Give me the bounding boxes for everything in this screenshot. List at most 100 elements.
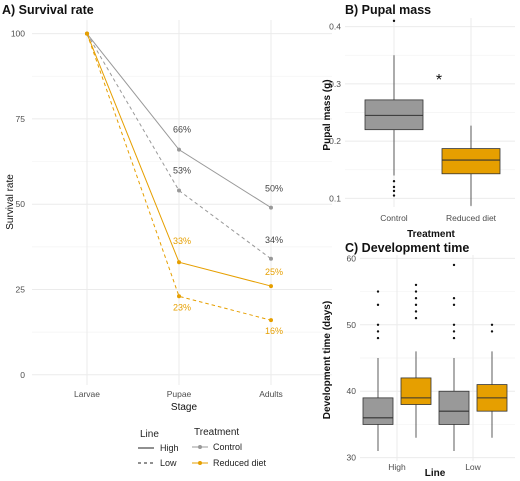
data-label: 16% (265, 326, 283, 336)
panel-c-x-label: Line (425, 468, 446, 479)
data-label: 33% (173, 236, 191, 246)
y-tick-label: 0.1 (329, 193, 341, 203)
data-point (177, 188, 181, 193)
panel-a-x-ticks: Larvae Pupae Adults (74, 389, 283, 399)
panel-b-title: B) Pupal mass (345, 3, 431, 17)
outlier-point (376, 323, 380, 326)
y-tick-label: 30 (347, 453, 357, 463)
data-point (269, 205, 273, 210)
panel-a-y-tick-label: 75 (16, 114, 26, 124)
panel-a-x-label: Stage (171, 402, 198, 413)
outlier-point (490, 323, 494, 326)
y-tick-label: 0.3 (329, 79, 341, 89)
legend-treatment: Treatment Control Reduced diet (192, 427, 267, 468)
outlier-point (452, 296, 456, 300)
box-high-control (362, 397, 394, 425)
series-line-reduced-diet-low (86, 33, 272, 321)
outlier-point (376, 290, 380, 293)
outlier-point (452, 336, 456, 340)
y-tick-label: 50 (347, 320, 357, 330)
box-low-control (438, 390, 470, 425)
panel-a-grid (32, 20, 332, 385)
data-label: 53% (173, 166, 191, 176)
panel-b-y-label: Pupal mass (g) (322, 79, 333, 150)
data-point (177, 147, 181, 152)
series-line-control-low (86, 33, 272, 260)
panel-b-x-ticks: Control Reduced diet (380, 213, 496, 223)
outlier-point (392, 180, 396, 183)
panel-b-boxes (364, 19, 501, 206)
box-control (364, 99, 424, 131)
panel-b-x-label: Treatment (407, 229, 455, 240)
outlier-point (392, 185, 396, 189)
outlier-point (376, 303, 380, 307)
outlier-point (452, 330, 456, 333)
data-point (269, 284, 273, 289)
data-label: 66% (173, 125, 191, 135)
outlier-point (392, 19, 396, 23)
outlier-point (414, 316, 418, 320)
box-reduced-diet (441, 148, 501, 175)
y-tick-label: 60 (347, 253, 357, 263)
outlier-point (392, 189, 396, 193)
panel-c-x-ticks: High Low (388, 462, 481, 472)
outlier-point (414, 290, 418, 293)
outlier-point (392, 194, 396, 197)
panel-a-y-tick-label: 0 (20, 370, 25, 380)
outlier-point (452, 263, 456, 267)
panel-a-series: 66% 50% 53% 34% 33% 25% 23% 16% (85, 31, 283, 336)
data-label: 34% (265, 235, 283, 245)
data-point (85, 31, 89, 36)
legend-line-title: Line (140, 429, 159, 440)
box-high-reduced-diet (400, 377, 432, 405)
data-point (269, 256, 273, 261)
legend-swatch-control-point (198, 445, 202, 449)
panel-a-x-tick-label: Larvae (74, 389, 100, 399)
y-tick-label: 0.2 (329, 136, 341, 146)
legend-item-reduced-diet: Reduced diet (213, 458, 267, 468)
outlier-point (414, 283, 418, 287)
y-tick-label: 0.4 (329, 22, 341, 32)
data-point (177, 260, 181, 265)
panel-c-title: C) Development time (345, 241, 469, 255)
outlier-point (414, 303, 418, 307)
significance-asterisk: * (436, 72, 442, 89)
legend-item-control: Control (213, 442, 242, 452)
panel-a-title: A) Survival rate (2, 3, 94, 17)
x-tick-label: Low (465, 462, 481, 472)
y-tick-label: 40 (347, 386, 357, 396)
data-label: 25% (265, 267, 283, 277)
outlier-point (452, 303, 456, 307)
legend-swatch-reduced-diet-point (198, 461, 202, 465)
panel-a-x-tick-label: Adults (259, 389, 283, 399)
panel-a-y-tick-label: 50 (16, 199, 26, 209)
legend-line: Line High Low (138, 429, 179, 468)
outlier-point (376, 336, 380, 340)
data-label: 23% (173, 302, 191, 312)
outlier-point (376, 330, 380, 333)
data-point (177, 294, 181, 299)
panel-b-y-ticks: 0.1 0.2 0.3 0.4 (329, 22, 341, 204)
panel-a-y-ticks: 0 25 50 75 100 (11, 29, 25, 380)
legend-item-high: High (160, 443, 179, 453)
legend-treatment-title: Treatment (194, 427, 239, 438)
outlier-point (452, 323, 456, 326)
panel-a-x-tick-label: Pupae (167, 389, 192, 399)
x-tick-label: High (388, 462, 406, 472)
outlier-point (490, 330, 494, 333)
panel-c-y-ticks: 30 40 50 60 (347, 253, 357, 462)
panel-a-y-tick-label: 100 (11, 29, 25, 39)
panel-c-y-label: Development time (days) (322, 301, 333, 419)
x-tick-label: Reduced diet (446, 213, 497, 223)
panel-a-y-label: Survival rate (5, 174, 16, 230)
outlier-point (414, 296, 418, 300)
legend-item-low: Low (160, 458, 177, 468)
panel-development-time: C) Development time 30 40 50 60 High Low Lin… (322, 241, 515, 479)
data-label: 50% (265, 184, 283, 194)
panel-a-y-tick-label: 25 (16, 284, 26, 294)
x-tick-label: Control (380, 213, 408, 223)
outlier-point (414, 310, 418, 313)
panel-survival-rate: A) Survival rate 0 25 50 75 100 Larvae Pupae A… (2, 3, 332, 468)
panel-c-boxes (362, 263, 508, 452)
